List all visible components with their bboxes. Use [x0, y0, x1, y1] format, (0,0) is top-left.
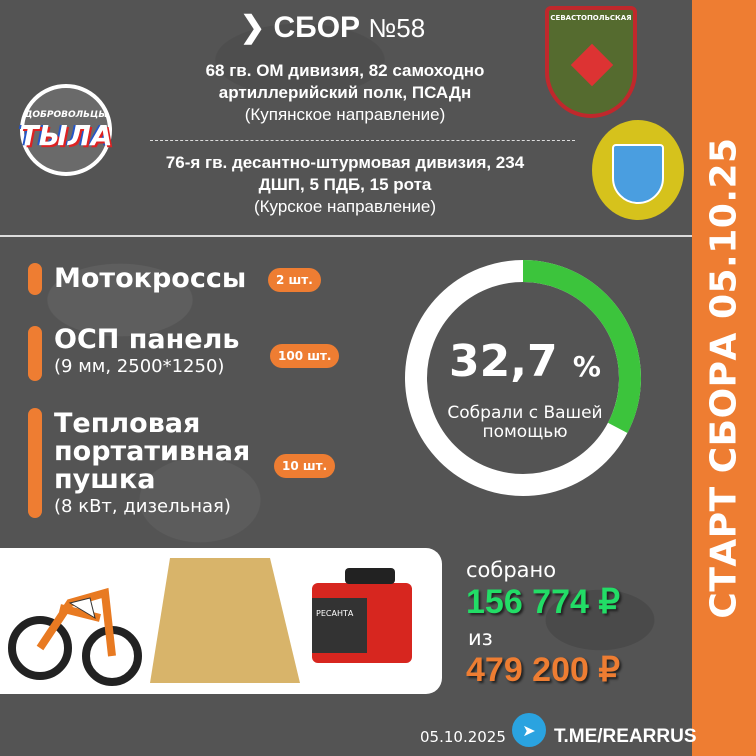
heater-brand: РЕСАНТА [316, 609, 354, 618]
page-title: ❯ СБОР №58 [240, 11, 426, 44]
item-marker [28, 408, 42, 518]
progress-label: Собрали с Вашей помощью [447, 403, 603, 442]
progress-percent: 32,7 % [449, 336, 601, 387]
heater-image: РЕСАНТА [312, 568, 412, 663]
item-name: Мотокроссы [54, 263, 247, 294]
item-name: ОСП панель [54, 324, 240, 355]
goal-label: из [468, 626, 493, 650]
collected-amount: 156 774 ₽ [466, 583, 620, 621]
item-detail: (9 мм, 2500*1250) [54, 356, 225, 377]
qty-badge: 10 шт. [274, 454, 336, 478]
unit-1: 68 гв. ОМ дивизия, 82 самоходно артиллер… [205, 61, 485, 124]
volunteers-logo: ДОБРОВОЛЬЦЫ ТЫЛА [19, 84, 113, 176]
items-images: РЕСАНТА [0, 548, 442, 694]
qty-badge: 2 шт. [268, 268, 321, 292]
item-name: Тепловая портативная пушка [54, 408, 251, 495]
airborne-emblem [592, 120, 684, 220]
goal-amount: 479 200 ₽ [466, 651, 620, 689]
collected-label: собрано [466, 558, 557, 582]
telegram-link[interactable]: T.ME/REARRUS [554, 726, 697, 747]
section-divider [0, 235, 692, 237]
patch-text: СЕВАСТОПОЛЬСКАЯ [550, 14, 632, 22]
qty-badge: 100 шт. [270, 344, 340, 368]
item-detail: (8 кВт, дизельная) [54, 496, 231, 517]
divider [150, 140, 575, 141]
donut-progress-arc [405, 260, 641, 496]
progress-donut [405, 260, 641, 496]
motocross-bike-image [8, 587, 142, 686]
item-marker [28, 326, 42, 381]
unit-2: 76-я гв. десантно-штурмовая дивизия, 234… [165, 153, 525, 216]
telegram-icon[interactable]: ➤ [512, 713, 546, 747]
chevron-icon: ❯ [240, 11, 266, 44]
start-date-banner: СТАРТ СБОРА 05.10.25 [692, 0, 756, 756]
footer-date: 05.10.2025 [420, 728, 506, 746]
division-patch-emblem: СЕВАСТОПОЛЬСКАЯ [545, 6, 637, 118]
item-marker [28, 263, 42, 295]
osb-panel-image [150, 558, 300, 683]
